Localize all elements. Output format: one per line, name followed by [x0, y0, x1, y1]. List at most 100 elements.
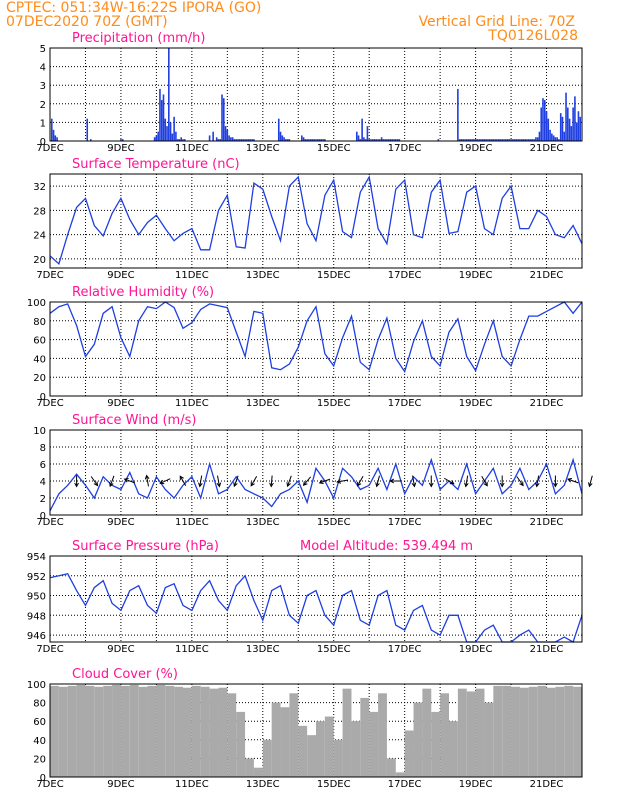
- precip-bar: [175, 131, 177, 141]
- precip-bar: [313, 139, 316, 141]
- x-tick-label: 21DEC: [530, 143, 564, 154]
- y-tick-label: 946: [27, 631, 46, 642]
- cloud-bar: [324, 716, 334, 777]
- x-tick-label: 9DEC: [107, 517, 134, 528]
- cloud-bar: [218, 687, 228, 777]
- wind-arrow: [534, 475, 540, 488]
- cloud-bar: [289, 693, 299, 777]
- precip-bar: [164, 118, 167, 141]
- wind-arrow: [233, 475, 239, 488]
- precip-bar: [393, 139, 395, 141]
- precip-bar: [219, 139, 222, 141]
- precip-bar: [281, 135, 284, 141]
- temp-panel: Surface Temperature (nC) 7DEC 9DEC 11DEC 13D…: [33, 157, 583, 281]
- precip-bar: [497, 139, 500, 141]
- cloud-bar: [546, 687, 556, 777]
- precip-bar: [308, 139, 310, 141]
- precip-bar: [464, 139, 466, 141]
- precip-bar: [89, 139, 92, 141]
- x-tick-label: 19DEC: [459, 270, 493, 281]
- x-tick-label: 15DEC: [317, 398, 351, 409]
- precip-bar: [155, 135, 158, 141]
- precip-bar: [517, 139, 519, 141]
- precip-bar: [488, 139, 491, 141]
- precip-bar: [577, 111, 580, 141]
- precip-bar: [515, 139, 518, 141]
- wind-arrow: [566, 478, 579, 484]
- y-tick-label: 950: [27, 592, 46, 603]
- header-station: CPTEC: 051:34W-16:22S IPORA (GO): [6, 0, 261, 16]
- x-tick-label: 19DEC: [459, 644, 493, 655]
- precip-bar: [237, 139, 239, 141]
- wind-arrow: [286, 475, 292, 488]
- wind-arrow: [389, 478, 402, 484]
- y-tick-label: 948: [27, 611, 46, 622]
- x-tick-label: 11DEC: [175, 779, 209, 790]
- precip-bar: [513, 139, 516, 141]
- y-tick-label: 3: [40, 81, 46, 92]
- x-tick-label: 7DEC: [36, 143, 63, 154]
- precip-bar: [52, 129, 55, 141]
- wind-arrow: [144, 474, 150, 487]
- cloud-bar: [360, 697, 370, 777]
- wind-arrow: [123, 478, 136, 484]
- precip-bar: [221, 94, 223, 141]
- x-tick-label: 7DEC: [36, 779, 63, 790]
- wind-arrow: [250, 475, 258, 487]
- precip-bar: [231, 137, 234, 141]
- precip-bar: [519, 139, 521, 141]
- cloud-bar: [298, 725, 308, 777]
- precip-bar: [361, 118, 363, 141]
- wind-title: Surface Wind (m/s): [72, 413, 196, 428]
- precip-bar: [499, 139, 502, 141]
- y-tick-label: 2: [40, 100, 46, 111]
- precip-bar: [506, 139, 509, 141]
- cloud-bar: [466, 691, 476, 777]
- x-tick-label: 7DEC: [36, 517, 63, 528]
- pressure-annotation: Model Altitude: 539.494 m: [300, 539, 473, 554]
- cloud-bar: [519, 687, 529, 777]
- cloud-bar: [183, 687, 192, 777]
- precip-bar: [277, 118, 280, 141]
- precip-bar: [304, 139, 307, 141]
- precip-panel: Precipitation (mm/h)7DEC 9DEC 11DEC 13DEC 15…: [36, 31, 583, 154]
- x-tick-label: 13DEC: [246, 270, 280, 281]
- cloud-bar: [191, 685, 201, 777]
- precip-bar: [309, 139, 312, 141]
- precip-bar: [510, 139, 512, 141]
- wind-arrow: [516, 476, 524, 487]
- precip-bar: [540, 107, 543, 141]
- precip-bar: [563, 131, 566, 141]
- wind-arrow: [318, 478, 331, 484]
- cloud-bar: [120, 685, 130, 777]
- wind-arrow: [109, 475, 115, 488]
- precip-bar: [368, 139, 370, 141]
- temp-frame: [49, 173, 583, 269]
- wind-arrow: [269, 475, 274, 488]
- cloud-bar: [333, 739, 343, 777]
- precip-bar: [398, 139, 401, 141]
- precip-bar: [386, 139, 388, 141]
- precip-bar: [224, 126, 227, 141]
- x-tick-label: 11DEC: [175, 398, 209, 409]
- wind-arrow: [411, 475, 417, 488]
- precip-bar: [355, 131, 358, 141]
- precip-bar: [567, 107, 569, 141]
- y-tick-label: 0: [40, 773, 46, 784]
- precip-bar: [222, 98, 225, 141]
- precip-bar: [529, 139, 532, 141]
- precip-bar: [467, 139, 470, 141]
- cloud-title: Cloud Cover (%): [72, 667, 178, 682]
- cloud-bar: [493, 685, 503, 777]
- y-tick-label: 80: [33, 317, 46, 328]
- cloud-bar: [227, 693, 237, 777]
- y-tick-label: 100: [27, 298, 46, 309]
- precip-bar: [494, 139, 496, 141]
- precip-bar: [473, 139, 475, 141]
- precip-bar: [208, 135, 211, 141]
- precip-bar: [579, 116, 582, 141]
- cloud-bar: [555, 686, 565, 777]
- precip-bar: [478, 139, 480, 141]
- precip-bar: [520, 139, 523, 141]
- wind-frame: [49, 429, 583, 516]
